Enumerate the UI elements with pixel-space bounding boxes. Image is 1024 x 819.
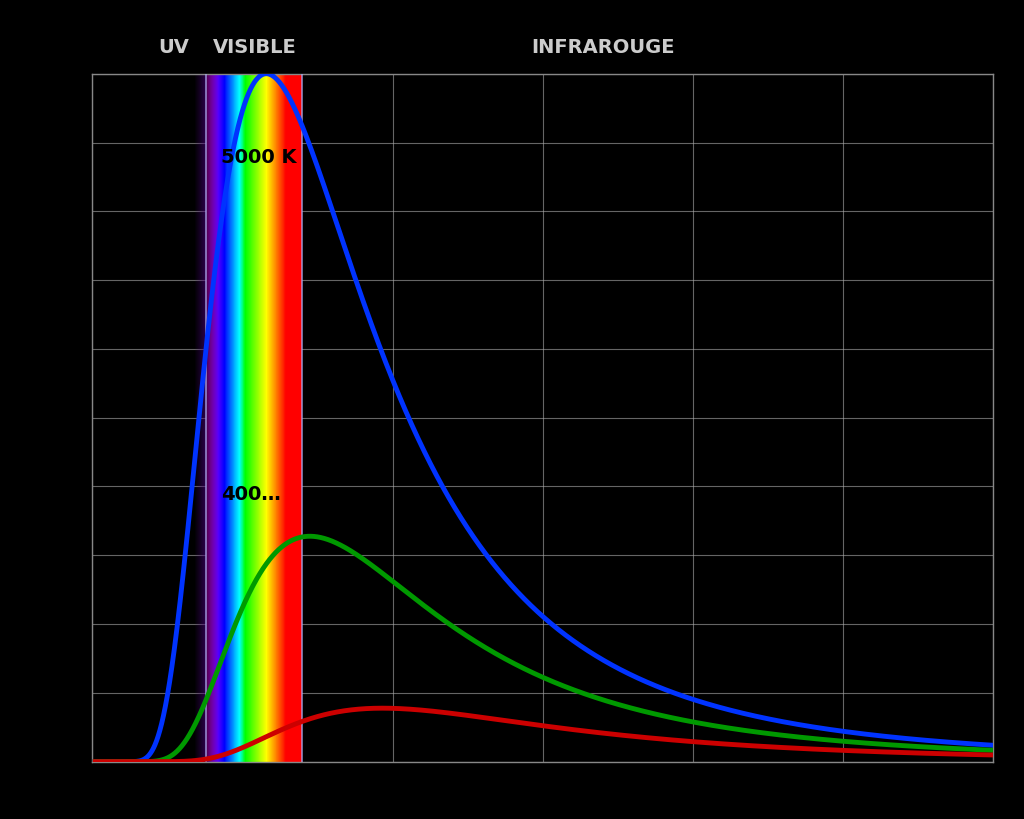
- Text: VISIBLE: VISIBLE: [213, 38, 296, 57]
- Text: UV: UV: [158, 38, 188, 57]
- Text: 5000 K: 5000 K: [221, 148, 297, 167]
- Text: 400…: 400…: [221, 485, 281, 505]
- Text: INFRAROUGE: INFRAROUGE: [531, 38, 675, 57]
